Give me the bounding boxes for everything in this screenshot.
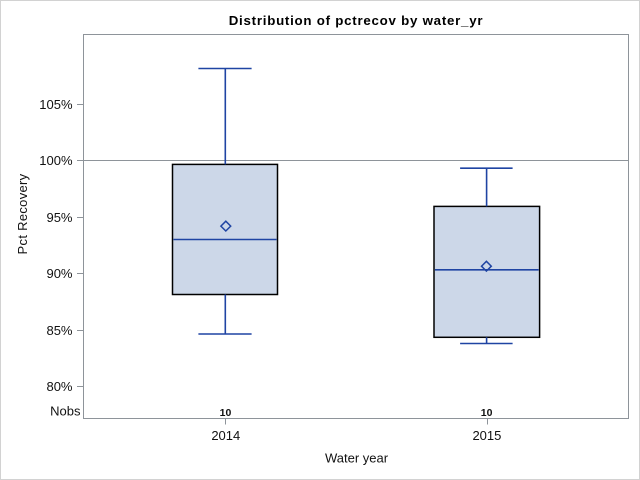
svg-text:Water year: Water year <box>325 450 389 465</box>
svg-text:10: 10 <box>481 407 493 419</box>
svg-text:2015: 2015 <box>472 428 501 443</box>
svg-text:Distribution of pctrecov by wa: Distribution of pctrecov by water_yr <box>229 13 484 28</box>
svg-text:Pct Recovery: Pct Recovery <box>15 173 30 254</box>
svg-text:80%: 80% <box>46 379 72 394</box>
svg-text:Nobs: Nobs <box>50 403 81 418</box>
svg-text:2014: 2014 <box>211 428 240 443</box>
svg-text:95%: 95% <box>46 210 72 225</box>
svg-text:105%: 105% <box>39 97 73 112</box>
svg-text:85%: 85% <box>46 323 72 338</box>
svg-text:100%: 100% <box>39 153 73 168</box>
svg-text:90%: 90% <box>46 266 72 281</box>
svg-text:10: 10 <box>220 407 232 419</box>
